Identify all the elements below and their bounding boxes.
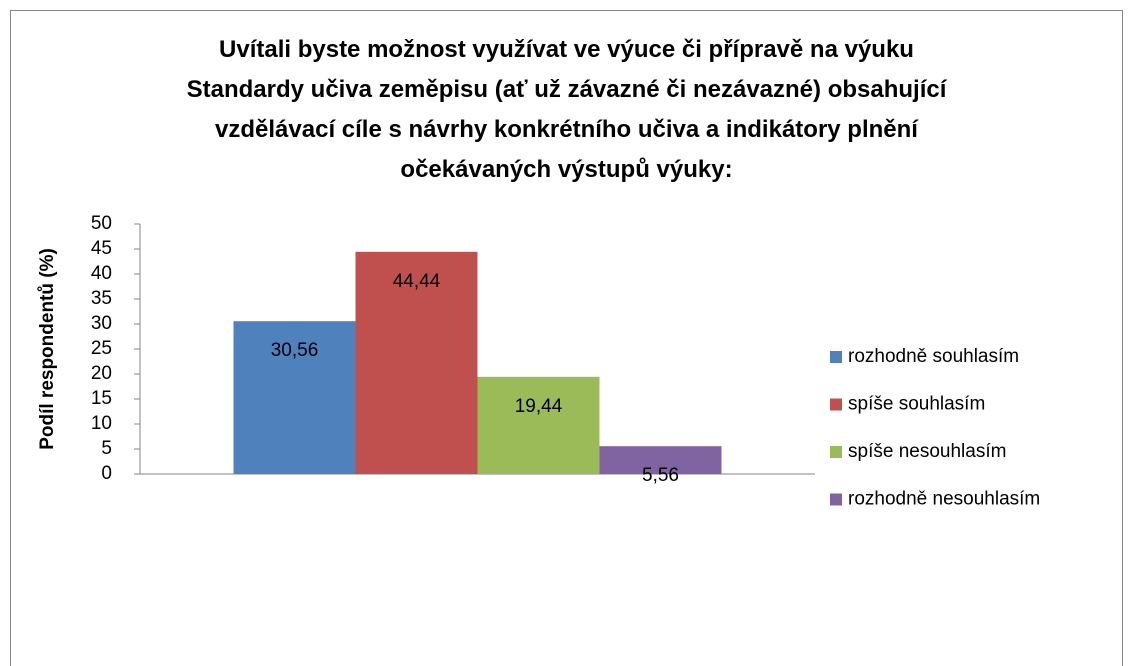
legend-swatch (830, 493, 842, 506)
legend-label: spíše nesouhlasím (848, 441, 1006, 462)
data-label: 44,44 (393, 271, 441, 292)
data-label: 5,56 (642, 465, 679, 486)
legend-label: spíše souhlasím (848, 394, 985, 415)
y-tick-label: 50 (91, 213, 112, 234)
chart-border (10, 10, 1123, 666)
y-tick-label: 30 (91, 313, 112, 334)
y-tick-label: 15 (91, 388, 112, 409)
legend-swatch (830, 446, 842, 458)
y-tick-label: 5 (101, 438, 112, 459)
legend-swatch (830, 351, 842, 363)
bar (477, 376, 600, 474)
bar (599, 446, 722, 474)
y-tick-label: 0 (101, 463, 112, 484)
y-tick-label: 10 (91, 413, 112, 434)
y-tick-label: 35 (91, 288, 112, 309)
bar (233, 321, 356, 474)
legend-swatch (830, 398, 842, 411)
y-tick-label: 45 (91, 238, 112, 259)
chart-title: Uvítali byste možnost využívat ve výuce … (186, 36, 947, 183)
legend-label: rozhodně nesouhlasím (848, 489, 1040, 510)
y-tick-label: 25 (91, 338, 112, 359)
data-label: 30,56 (271, 340, 319, 361)
y-tick-label: 40 (91, 263, 112, 284)
legend-label: rozhodně souhlasím (848, 346, 1019, 367)
data-label: 19,44 (515, 396, 563, 417)
bar (355, 251, 478, 474)
y-axis-label: Podíl respondentů (%) (37, 248, 58, 450)
y-tick-label: 20 (91, 363, 112, 384)
